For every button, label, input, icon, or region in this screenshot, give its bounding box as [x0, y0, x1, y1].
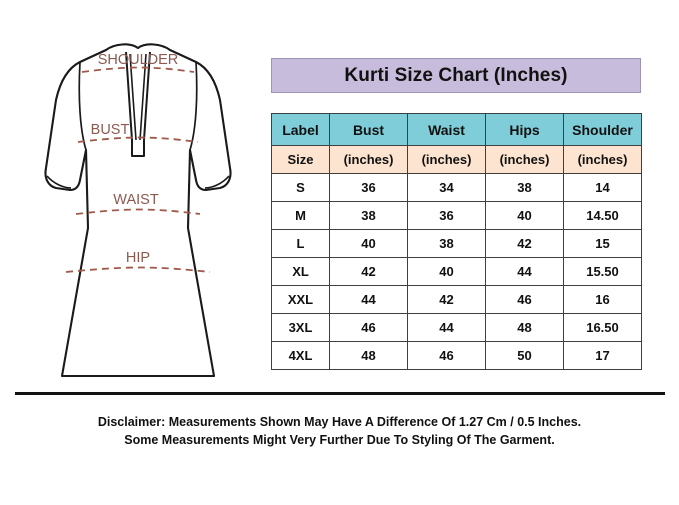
right-sleeve-cuff	[204, 175, 230, 189]
column-header-bust: Bust	[329, 113, 408, 146]
cell-shoulder: 16.50	[563, 313, 642, 342]
table-row: 3XL 46 44 48 16.50	[271, 313, 642, 342]
table-body: S 36 34 38 14 M 38 36 40 14.50 L 40 38 4…	[271, 173, 642, 370]
unit-cell-label: Size	[271, 145, 330, 174]
cell-waist: 34	[407, 173, 486, 202]
cell-size: 4XL	[271, 341, 330, 370]
cell-shoulder: 14	[563, 173, 642, 202]
cell-bust: 40	[329, 229, 408, 258]
table-row: XXL 44 42 46 16	[271, 285, 642, 314]
column-header-waist: Waist	[407, 113, 486, 146]
chart-title-bar: Kurti Size Chart (Inches)	[271, 58, 641, 93]
cell-bust: 38	[329, 201, 408, 230]
cell-bust: 48	[329, 341, 408, 370]
kurti-illustration: SHOULDER BUST WAIST HIP	[18, 38, 258, 388]
cell-hips: 46	[485, 285, 564, 314]
table-row: L 40 38 42 15	[271, 229, 642, 258]
cell-hips: 50	[485, 341, 564, 370]
cell-bust: 44	[329, 285, 408, 314]
unit-cell-waist: (inches)	[407, 145, 486, 174]
right-sleeve-seam	[189, 61, 198, 151]
left-sleeve-seam	[78, 61, 87, 151]
label-bust: BUST	[91, 122, 130, 138]
shoulder-measure-line	[81, 66, 195, 73]
bust-measure-line	[77, 136, 199, 143]
cell-size: XXL	[271, 285, 330, 314]
cell-hips: 38	[485, 173, 564, 202]
page-title: Kurti Size Chart (Inches)	[344, 64, 568, 86]
column-header-label: Label	[271, 113, 330, 146]
cell-shoulder: 16	[563, 285, 642, 314]
left-sleeve-cuff	[46, 175, 72, 189]
cell-size: 3XL	[271, 313, 330, 342]
cell-size: XL	[271, 257, 330, 286]
table-row: S 36 34 38 14	[271, 173, 642, 202]
cell-waist: 38	[407, 229, 486, 258]
cell-shoulder: 15.50	[563, 257, 642, 286]
cell-hips: 40	[485, 201, 564, 230]
cell-size: S	[271, 173, 330, 202]
table-header-row: Label Bust Waist Hips Shoulder	[271, 113, 642, 146]
cell-size: L	[271, 229, 330, 258]
disclaimer-text: Disclaimer: Measurements Shown May Have …	[0, 413, 679, 449]
cell-shoulder: 17	[563, 341, 642, 370]
disclaimer-line-2: Some Measurements Might Very Further Due…	[124, 433, 555, 447]
cell-hips: 44	[485, 257, 564, 286]
measurement-labels: SHOULDER BUST WAIST HIP	[91, 52, 179, 266]
cell-size: M	[271, 201, 330, 230]
waist-measure-line	[75, 208, 201, 215]
unit-cell-bust: (inches)	[329, 145, 408, 174]
table-row: 4XL 48 46 50 17	[271, 341, 642, 370]
table-header: Label Bust Waist Hips Shoulder Size (inc…	[271, 113, 642, 174]
horizontal-divider	[15, 392, 665, 395]
label-shoulder: SHOULDER	[98, 52, 179, 68]
disclaimer-line-1: Disclaimer: Measurements Shown May Have …	[97, 415, 582, 429]
table-units-row: Size (inches) (inches) (inches) (inches)	[271, 145, 642, 174]
cell-hips: 48	[485, 313, 564, 342]
label-waist: WAIST	[113, 192, 159, 208]
cell-bust: 46	[329, 313, 408, 342]
measurement-lines	[65, 66, 211, 273]
column-header-hips: Hips	[485, 113, 564, 146]
column-header-shoulder: Shoulder	[563, 113, 642, 146]
hip-measure-line	[65, 266, 211, 273]
cell-bust: 42	[329, 257, 408, 286]
cell-waist: 40	[407, 257, 486, 286]
cell-waist: 44	[407, 313, 486, 342]
cell-waist: 42	[407, 285, 486, 314]
size-chart-panel: Kurti Size Chart (Inches) Label Bust Wai…	[271, 58, 642, 370]
cell-waist: 46	[407, 341, 486, 370]
cell-bust: 36	[329, 173, 408, 202]
size-chart-table: Label Bust Waist Hips Shoulder Size (inc…	[271, 113, 642, 370]
label-hip: HIP	[126, 250, 150, 266]
table-row: XL 42 40 44 15.50	[271, 257, 642, 286]
cell-waist: 36	[407, 201, 486, 230]
cell-shoulder: 15	[563, 229, 642, 258]
table-row: M 38 36 40 14.50	[271, 201, 642, 230]
cell-hips: 42	[485, 229, 564, 258]
cell-shoulder: 14.50	[563, 201, 642, 230]
unit-cell-shoulder: (inches)	[563, 145, 642, 174]
unit-cell-hips: (inches)	[485, 145, 564, 174]
